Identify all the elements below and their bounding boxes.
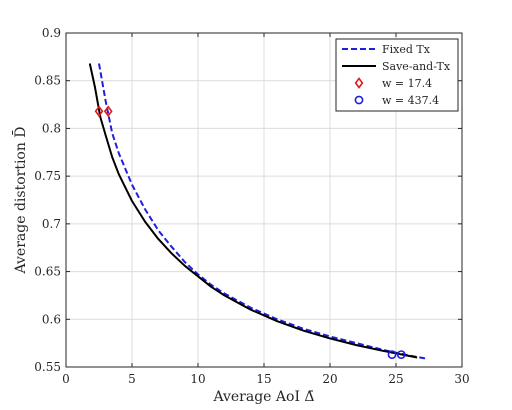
y-tick-label: 0.7 bbox=[42, 217, 61, 231]
series-line-save-and-tx bbox=[88, 63, 418, 359]
x-axis-label: Average AoI Δ̄ bbox=[212, 389, 314, 405]
legend: Fixed Tx Save-and-Tx w = 17.4 w = 437.4 bbox=[335, 38, 459, 112]
series-line-fixed-tx bbox=[98, 63, 426, 360]
y-tick-label: 0.75 bbox=[34, 169, 61, 183]
legend-label: Fixed Tx bbox=[382, 43, 431, 56]
legend-label: w = 437.4 bbox=[382, 94, 439, 107]
circle-marker bbox=[387, 350, 397, 359]
x-tick-label: 30 bbox=[454, 372, 469, 386]
legend-label: Save-and-Tx bbox=[382, 60, 451, 73]
x-tick-label: 25 bbox=[388, 372, 403, 386]
y-tick-label: 0.6 bbox=[42, 312, 61, 326]
y-tick-label: 0.85 bbox=[34, 74, 61, 88]
legend-box bbox=[335, 38, 459, 112]
circle-marker bbox=[396, 350, 406, 359]
x-tick-label: 15 bbox=[256, 372, 271, 386]
diamond-marker bbox=[103, 105, 113, 118]
x-tick-label: 0 bbox=[62, 372, 70, 386]
legend-label: w = 17.4 bbox=[382, 77, 432, 90]
series-layer bbox=[88, 63, 426, 360]
legend-swatch-marker bbox=[354, 77, 364, 89]
y-axis-label: Average distortion D̄ bbox=[11, 126, 29, 274]
x-tick-label: 10 bbox=[190, 372, 205, 386]
y-tick-label: 0.9 bbox=[42, 26, 61, 40]
marker-layer bbox=[94, 105, 406, 359]
x-tick-label: 5 bbox=[128, 372, 136, 386]
diamond-marker bbox=[94, 105, 104, 118]
legend-swatch-marker bbox=[354, 95, 364, 105]
y-tick-label: 0.55 bbox=[34, 360, 61, 374]
y-tick-label: 0.8 bbox=[42, 121, 61, 135]
tick-layer: 0 5 10 15 20 25 30 0.55 0.6 0.65 0.7 0.75 0.8 0.85 0.9 bbox=[34, 26, 469, 386]
y-tick-label: 0.65 bbox=[34, 265, 61, 279]
x-tick-label: 20 bbox=[322, 372, 337, 386]
